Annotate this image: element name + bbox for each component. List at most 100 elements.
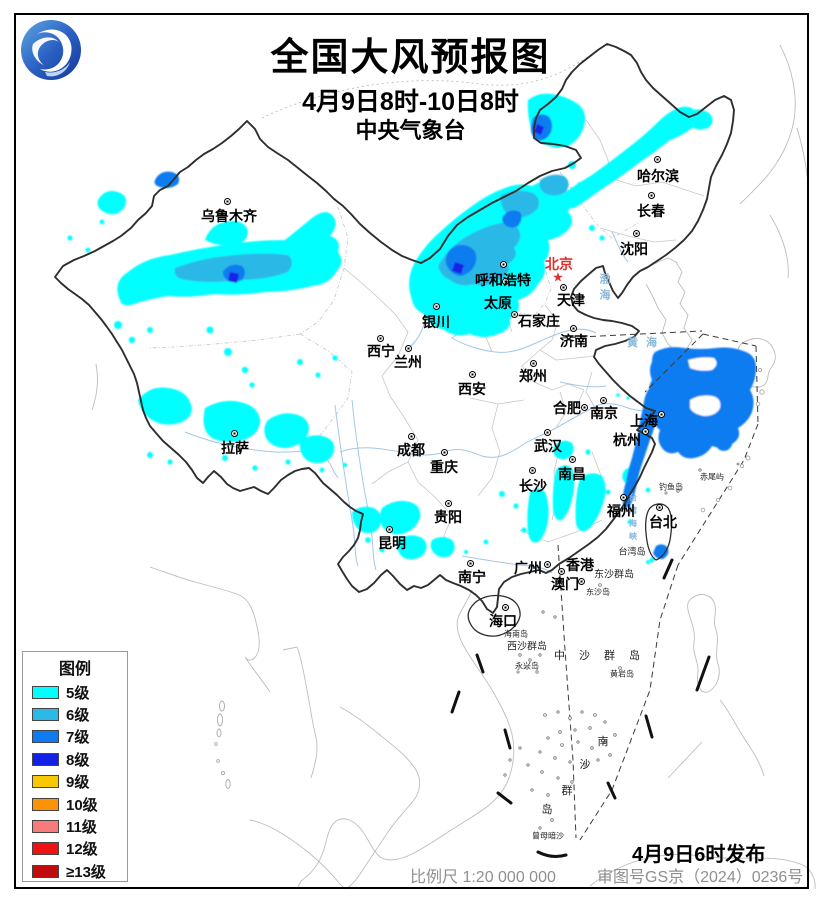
legend-label: 6级 xyxy=(66,707,90,725)
legend-swatch xyxy=(32,730,59,744)
city-marker xyxy=(578,578,585,585)
islets-reefs xyxy=(503,367,765,830)
legend-label: 7级 xyxy=(66,729,90,747)
city-label: 南宁 xyxy=(458,569,486,585)
city-label: 天津 xyxy=(557,292,585,308)
city-marker xyxy=(560,284,567,291)
legend-swatch xyxy=(32,842,59,856)
city-label: 哈尔滨 xyxy=(637,168,679,184)
island-label: 群 xyxy=(561,785,573,797)
legend-swatch xyxy=(32,864,59,878)
legend-label: 10级 xyxy=(66,796,98,814)
city-marker xyxy=(433,303,440,310)
sea-label: 黄海 xyxy=(627,337,665,349)
city-label: 重庆 xyxy=(430,459,458,475)
map-scale: 比例尺 1:20 000 000 xyxy=(410,869,556,886)
island-label: 赤尾屿 xyxy=(700,472,724,482)
city-label: 银川 xyxy=(422,314,450,330)
city-label: 合肥 xyxy=(553,400,581,416)
city-marker xyxy=(530,360,537,367)
island-label: 西沙群岛 xyxy=(507,641,547,653)
city-marker xyxy=(544,561,551,568)
city-marker xyxy=(656,504,663,511)
island-label: 东沙岛 xyxy=(586,587,610,597)
city-marker xyxy=(445,500,452,507)
forecast-period: 4月9日8时-10日8时 xyxy=(302,88,519,116)
legend-item: ≥13级 xyxy=(23,860,127,882)
city-marker xyxy=(467,560,474,567)
island-label: 东沙群岛 xyxy=(594,569,634,581)
city-marker xyxy=(558,568,565,575)
city-label: 昆明 xyxy=(378,535,406,551)
city-marker xyxy=(569,456,576,463)
city-label: 澳门 xyxy=(551,576,579,592)
city-label: 香港 xyxy=(566,557,594,573)
city-marker xyxy=(648,192,655,199)
city-marker xyxy=(502,604,509,611)
city-label: 海口 xyxy=(489,613,517,629)
city-label: 太原 xyxy=(484,295,512,311)
city-label: 长沙 xyxy=(519,478,547,494)
legend-swatch xyxy=(32,708,59,722)
city-label: 西安 xyxy=(458,381,486,397)
city-marker xyxy=(511,311,518,318)
legend-label: ≥13级 xyxy=(66,863,106,881)
island-label: 曾母暗沙 xyxy=(532,831,564,841)
legend-swatch xyxy=(32,752,59,766)
maritime-dashed-lines xyxy=(557,330,759,841)
legend-title: 图例 xyxy=(58,661,91,678)
city-label: 呼和浩特 xyxy=(475,272,531,288)
city-marker xyxy=(654,156,661,163)
agency-name: 中央气象台 xyxy=(355,118,466,143)
city-label: 南昌 xyxy=(558,466,586,482)
city-label: 上海 xyxy=(630,413,658,429)
city-label: 郑州 xyxy=(519,368,547,384)
legend-item: 6级 xyxy=(23,703,127,725)
city-label: 南京 xyxy=(590,405,618,421)
city-marker xyxy=(405,345,412,352)
legend-item: 9级 xyxy=(23,771,127,793)
legend-item: 10级 xyxy=(23,793,127,815)
city-label: 长春 xyxy=(637,203,665,219)
sea-label: 台湾海峡 xyxy=(628,493,638,545)
city-label: 兰州 xyxy=(394,354,422,370)
city-marker xyxy=(620,494,627,501)
city-label: 沈阳 xyxy=(620,241,648,257)
city-marker xyxy=(529,467,536,474)
city-label: 乌鲁木齐 xyxy=(201,208,257,224)
city-marker xyxy=(224,198,231,205)
map-frame xyxy=(14,13,809,889)
island-label: 海南岛 xyxy=(504,629,528,639)
city-marker xyxy=(544,429,551,436)
city-label: 拉萨 xyxy=(221,440,249,456)
island-label: 沙 xyxy=(579,759,591,771)
island-label: 中沙群岛 xyxy=(554,650,654,662)
city-marker xyxy=(658,411,665,418)
city-label: 成都 xyxy=(397,442,425,458)
city-marker xyxy=(502,278,509,285)
city-marker xyxy=(408,433,415,440)
city-marker xyxy=(231,430,238,437)
island-label: 黄岩岛 xyxy=(610,669,634,679)
city-marker xyxy=(386,526,393,533)
island-label: 岛 xyxy=(541,804,553,816)
city-label: 杭州 xyxy=(613,432,641,448)
city-marker xyxy=(469,371,476,378)
city-label: 济南 xyxy=(560,333,588,349)
legend-label: 9级 xyxy=(66,774,90,792)
capital-star-icon: ★ xyxy=(552,269,564,285)
city-label: 武汉 xyxy=(534,438,562,454)
legend-label: 12级 xyxy=(66,841,98,859)
island-label: 台湾岛 xyxy=(618,546,646,557)
legend-rows: 5级 6级 7级 8级 9级 10级 11级 12级 ≥13级 xyxy=(23,681,127,883)
page-title: 全国大风预报图 xyxy=(270,37,551,79)
city-marker xyxy=(642,428,649,435)
legend-item: 11级 xyxy=(23,815,127,837)
legend-label: 8级 xyxy=(66,751,90,769)
wind-patches xyxy=(67,93,756,564)
issue-time: 4月9日6时发布 xyxy=(632,844,766,866)
nine-dash-line xyxy=(450,558,711,858)
legend-box: 图例 5级 6级 7级 8级 9级 10级 11级 12级 ≥13级 xyxy=(22,651,128,882)
city-marker xyxy=(570,325,577,332)
